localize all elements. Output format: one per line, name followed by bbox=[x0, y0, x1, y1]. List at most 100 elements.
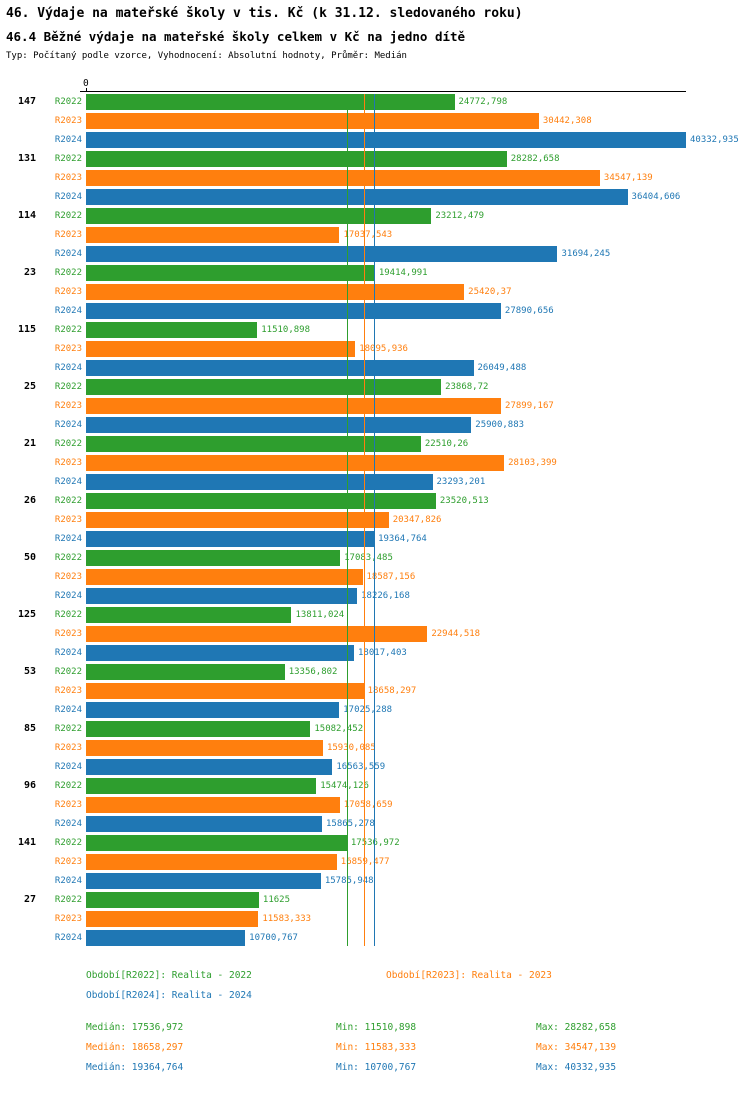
value-label: 24772,798 bbox=[458, 97, 508, 107]
bar-R2022-147[interactable] bbox=[86, 94, 455, 110]
bar-R2024-114[interactable] bbox=[86, 246, 558, 262]
bar-row: 114 R2022 23212,479 bbox=[6, 208, 744, 224]
value-label: 22944,518 bbox=[431, 629, 481, 639]
bar-R2022-125[interactable] bbox=[86, 607, 292, 623]
bar-R2022-114[interactable] bbox=[86, 208, 432, 224]
bar-R2023-85[interactable] bbox=[86, 740, 323, 756]
bar-row: 53 R2022 13356,802 bbox=[6, 664, 744, 680]
bar-R2022-26[interactable] bbox=[86, 493, 436, 509]
bar-R2024-26[interactable] bbox=[86, 531, 375, 547]
bar-R2024-96[interactable] bbox=[86, 816, 322, 832]
bar-R2022-141[interactable] bbox=[86, 835, 347, 851]
bar-R2022-96[interactable] bbox=[86, 778, 317, 794]
value-label: 31694,245 bbox=[561, 249, 611, 259]
bar-R2023-25[interactable] bbox=[86, 398, 502, 414]
bar-row: 50 R2022 17083,485 bbox=[6, 550, 744, 566]
bar-R2023-115[interactable] bbox=[86, 341, 356, 357]
bar-row: R2023 17058,659 bbox=[6, 797, 744, 813]
series-label-R2024: R2024 bbox=[54, 534, 82, 544]
group-id-label: 131 bbox=[17, 153, 36, 164]
value-label: 23212,479 bbox=[435, 211, 485, 221]
value-label: 40332,935 bbox=[690, 135, 739, 145]
bar-R2022-53[interactable] bbox=[86, 664, 285, 680]
bar-R2024-50[interactable] bbox=[86, 588, 358, 604]
bar-R2022-23[interactable] bbox=[86, 265, 375, 281]
bar-R2024-21[interactable] bbox=[86, 474, 433, 490]
group-id-label: 27 bbox=[23, 894, 36, 905]
group-id-label: 115 bbox=[17, 324, 36, 335]
bar-row: R2024 19364,764 bbox=[6, 531, 744, 547]
bar-R2023-21[interactable] bbox=[86, 455, 505, 471]
series-label-R2022: R2022 bbox=[54, 781, 82, 791]
bar-R2022-27[interactable] bbox=[86, 892, 259, 908]
value-label: 16563,559 bbox=[336, 762, 386, 772]
bar-group-53: 53 R2022 13356,802 R2023 18658,297 R2024 17025… bbox=[6, 664, 744, 718]
series-label-R2022: R2022 bbox=[54, 496, 82, 506]
value-label: 28282,658 bbox=[510, 154, 560, 164]
bar-group-141: 141 R2022 17536,972 R2023 16859,477 R2024 1578… bbox=[6, 835, 744, 889]
value-label: 17037,543 bbox=[343, 230, 393, 240]
bar-R2024-27[interactable] bbox=[86, 930, 246, 946]
bar-R2022-25[interactable] bbox=[86, 379, 442, 395]
group-id-label: 50 bbox=[23, 552, 36, 563]
series-label-R2024: R2024 bbox=[54, 306, 82, 316]
bar-row: R2023 18658,297 bbox=[6, 683, 744, 699]
bar-row: R2024 31694,245 bbox=[6, 246, 744, 262]
report-meta: Typ: Počítaný podle vzorce, Vyhodnocení:… bbox=[6, 51, 407, 61]
bar-R2024-147[interactable] bbox=[86, 132, 686, 148]
bar-R2024-85[interactable] bbox=[86, 759, 333, 775]
bar-row: 131 R2022 28282,658 bbox=[6, 151, 744, 167]
bar-R2024-141[interactable] bbox=[86, 873, 321, 889]
group-id-label: 26 bbox=[23, 495, 36, 506]
value-label: 30442,308 bbox=[542, 116, 592, 126]
series-label-R2023: R2023 bbox=[54, 572, 82, 582]
stat-max-r2022: Max: 28282,658 bbox=[536, 1022, 617, 1033]
bar-row: R2023 30442,308 bbox=[6, 113, 744, 129]
value-label: 22510,26 bbox=[424, 439, 469, 449]
bar-R2023-114[interactable] bbox=[86, 227, 340, 243]
bar-row: R2024 26049,488 bbox=[6, 360, 744, 376]
series-label-R2023: R2023 bbox=[54, 800, 82, 810]
group-id-label: 147 bbox=[17, 96, 36, 107]
bar-row: R2024 36404,606 bbox=[6, 189, 744, 205]
bar-R2024-23[interactable] bbox=[86, 303, 501, 319]
bar-R2024-53[interactable] bbox=[86, 702, 340, 718]
bar-group-115: 115 R2022 11510,898 R2023 18095,936 R2024 2604… bbox=[6, 322, 744, 376]
bar-R2023-125[interactable] bbox=[86, 626, 428, 642]
bar-row: R2023 25420,37 bbox=[6, 284, 744, 300]
bar-R2022-115[interactable] bbox=[86, 322, 258, 338]
bar-R2023-27[interactable] bbox=[86, 911, 259, 927]
bar-R2023-53[interactable] bbox=[86, 683, 364, 699]
series-label-R2022: R2022 bbox=[54, 325, 82, 335]
bar-R2023-26[interactable] bbox=[86, 512, 389, 528]
x-axis-tick bbox=[86, 88, 87, 92]
bar-group-125: 125 R2022 13811,024 R2023 22944,518 R2024 1801… bbox=[6, 607, 744, 661]
bar-R2023-147[interactable] bbox=[86, 113, 539, 129]
bar-R2023-50[interactable] bbox=[86, 569, 363, 585]
bar-R2024-125[interactable] bbox=[86, 645, 355, 661]
bar-row: 115 R2022 11510,898 bbox=[6, 322, 744, 338]
value-label: 19414,991 bbox=[378, 268, 428, 278]
bar-R2024-131[interactable] bbox=[86, 189, 628, 205]
bar-R2023-141[interactable] bbox=[86, 854, 337, 870]
value-label: 23868,72 bbox=[445, 382, 489, 392]
bar-row: R2023 16859,477 bbox=[6, 854, 744, 870]
bar-R2023-23[interactable] bbox=[86, 284, 465, 300]
bar-R2023-131[interactable] bbox=[86, 170, 600, 186]
bar-R2022-21[interactable] bbox=[86, 436, 421, 452]
bar-R2022-85[interactable] bbox=[86, 721, 311, 737]
series-label-R2022: R2022 bbox=[54, 268, 82, 278]
bar-R2022-50[interactable] bbox=[86, 550, 341, 566]
bar-R2023-96[interactable] bbox=[86, 797, 340, 813]
bar-R2024-115[interactable] bbox=[86, 360, 474, 376]
bar-row: R2023 18587,156 bbox=[6, 569, 744, 585]
series-label-R2024: R2024 bbox=[54, 192, 82, 202]
bar-row: R2024 10700,767 bbox=[6, 930, 744, 946]
bar-row: 26 R2022 23520,513 bbox=[6, 493, 744, 509]
bar-R2024-25[interactable] bbox=[86, 417, 472, 433]
bar-row: R2023 15930,085 bbox=[6, 740, 744, 756]
value-label: 26049,488 bbox=[477, 363, 527, 373]
value-label: 18587,156 bbox=[366, 572, 416, 582]
bar-R2022-131[interactable] bbox=[86, 151, 507, 167]
group-id-label: 21 bbox=[23, 438, 36, 449]
